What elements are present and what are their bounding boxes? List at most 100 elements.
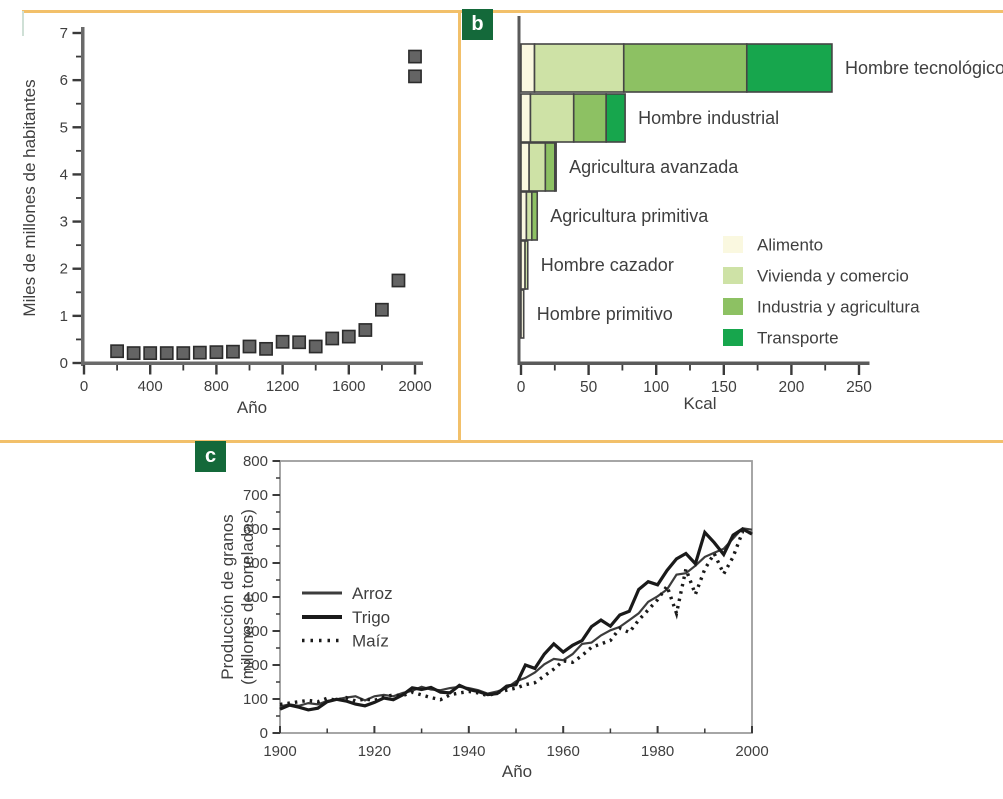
x-tick-label: 1900 (263, 743, 296, 760)
y-tick-label: 6 (60, 72, 68, 89)
bar-category-label: Agricultura avanzada (569, 157, 739, 177)
legend-label: Vivienda y comercio (757, 267, 909, 286)
energy-bar-segment (528, 142, 547, 192)
grain-legend: Arroz Trigo Maíz (302, 584, 393, 651)
x-tick-label: 0 (80, 378, 88, 395)
population-data-point (209, 345, 224, 360)
energy-bar-segment (524, 240, 529, 290)
grain-line-trigo (279, 527, 753, 712)
population-points (110, 49, 422, 360)
x-tick-label: 150 (711, 379, 737, 396)
population-data-point (358, 323, 373, 337)
y-tick-label: 200 (243, 657, 268, 674)
energy-bar-segment (622, 43, 748, 93)
population-data-point (325, 331, 340, 346)
x-tick-label: 2000 (398, 378, 431, 395)
x-tick-label: 1980 (641, 743, 674, 760)
energy-bar-segment (554, 142, 557, 192)
panel-a-x-axis-label: Año (236, 398, 268, 417)
x-tick-label: 2000 (735, 743, 768, 760)
population-data-point (159, 346, 174, 360)
bar-category-label: Hombre tecnológico (845, 58, 1003, 78)
y-tick-label: 800 (243, 453, 268, 470)
energy-bar-segment (520, 289, 525, 339)
population-data-point (308, 339, 323, 354)
x-tick-label: 800 (204, 378, 229, 395)
legend-label: Alimento (757, 236, 823, 255)
population-data-point (408, 69, 422, 84)
legend-label: Arroz (352, 584, 393, 603)
y-tick-label: 500 (243, 555, 268, 572)
x-tick-label: 1960 (547, 743, 580, 760)
population-data-point (242, 339, 257, 354)
population-data-point (275, 334, 290, 349)
legend-swatch (723, 298, 743, 315)
y-tick-label: 100 (243, 691, 268, 708)
population-axes: 0 1 2 3 4 5 6 7 0 400 800 1200 1600 2000 (60, 25, 432, 395)
population-data-point (192, 345, 207, 360)
grain-axes: 0 100 200 300 400 500 600 700 800 1900 1920 1940 196… (243, 453, 769, 760)
population-data-point (259, 341, 273, 356)
legend-label: Maíz (352, 632, 389, 651)
x-tick-label: 50 (580, 379, 598, 396)
y-tick-label: 0 (60, 355, 68, 372)
grain-line-maiz (279, 529, 753, 707)
energy-legend: Alimento Vivienda y comercio Industria y a… (723, 236, 920, 348)
x-tick-label: 1920 (358, 743, 391, 760)
panel-c-badge: c (195, 441, 226, 472)
y-tick-label: 4 (60, 166, 68, 183)
y-tick-label: 2 (60, 261, 68, 278)
population-data-point (176, 346, 191, 360)
energy-bar-segment (525, 191, 533, 241)
x-tick-label: 250 (846, 379, 872, 396)
y-tick-label: 5 (60, 119, 68, 136)
x-tick-label: 1600 (332, 378, 365, 395)
x-tick-label: 100 (643, 379, 669, 396)
panel-b-badge: b (462, 9, 493, 40)
vertical-divider-line (458, 10, 461, 442)
energy-bar-segment (520, 43, 536, 93)
x-tick-label: 1940 (452, 743, 485, 760)
population-data-point (391, 273, 406, 288)
energy-axes: 0 50 100 150 200 250 (517, 16, 872, 396)
x-tick-label: 400 (138, 378, 163, 395)
x-tick-label: 0 (517, 379, 526, 396)
panel-b-energy-chart: Kcal 0 50 100 150 200 250 Hombre tecnológico Ho… (458, 0, 1003, 441)
population-data-point (341, 329, 356, 344)
energy-bar-segment (544, 142, 556, 192)
x-tick-label: 1200 (266, 378, 299, 395)
population-data-point (110, 344, 124, 359)
panel-c-grain-chart: Producción de granos (millones de tonela… (0, 441, 1003, 799)
top-border-line (22, 10, 1003, 13)
energy-bars: Hombre tecnológico Hombre industrial Agric… (520, 43, 1003, 339)
legend-swatch (723, 236, 743, 253)
energy-bar-segment (520, 93, 532, 143)
y-tick-label: 700 (243, 487, 268, 504)
legend-label: Trigo (352, 608, 390, 627)
y-tick-label: 7 (60, 25, 68, 42)
grain-lines-svg: 0 100 200 300 400 500 600 700 800 1900 1920 1940 196… (243, 453, 769, 760)
y-tick-label: 0 (260, 725, 268, 742)
population-data-point (292, 335, 307, 350)
y-tick-label: 400 (243, 589, 268, 606)
population-data-point (226, 344, 240, 359)
bar-category-label: Hombre cazador (541, 255, 674, 275)
horizontal-divider-line (0, 440, 1003, 443)
energy-bar-segment (529, 93, 575, 143)
y-tick-label: 600 (243, 521, 268, 538)
population-data-point (126, 346, 141, 360)
population-data-point (143, 346, 158, 360)
y-tick-label: 300 (243, 623, 268, 640)
legend-swatch (723, 329, 743, 346)
bar-category-label: Hombre primitivo (537, 304, 673, 324)
energy-bar-segment (520, 142, 530, 192)
y-tick-label: 1 (60, 308, 68, 325)
legend-label: Industria y agricultura (757, 298, 920, 317)
energy-bar-segment (531, 191, 539, 241)
energy-bar-segment (520, 191, 528, 241)
grain-series (279, 527, 753, 712)
energy-bar-segment (533, 43, 625, 93)
bar-category-label: Hombre industrial (638, 108, 779, 128)
